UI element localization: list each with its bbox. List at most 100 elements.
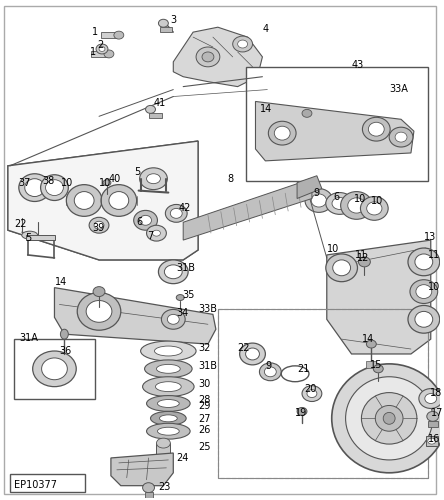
Ellipse shape	[146, 106, 155, 114]
Text: 1: 1	[92, 27, 98, 37]
Text: 6: 6	[334, 192, 340, 202]
Ellipse shape	[408, 248, 440, 276]
Ellipse shape	[341, 192, 373, 220]
Text: 42: 42	[178, 204, 190, 214]
Ellipse shape	[155, 382, 181, 392]
Text: 11: 11	[354, 250, 367, 260]
Bar	[218, 310, 428, 478]
Ellipse shape	[86, 300, 112, 322]
Ellipse shape	[408, 306, 440, 333]
Text: 4: 4	[262, 24, 269, 34]
Text: 24: 24	[176, 453, 189, 463]
Ellipse shape	[311, 194, 326, 207]
Ellipse shape	[361, 392, 417, 444]
Text: 6: 6	[137, 218, 143, 228]
Text: 25: 25	[198, 442, 210, 452]
Text: 38: 38	[43, 176, 55, 186]
Text: 12: 12	[357, 253, 369, 263]
Polygon shape	[111, 453, 173, 486]
Ellipse shape	[373, 365, 383, 373]
Text: 26: 26	[198, 425, 210, 435]
Text: 9: 9	[313, 188, 319, 198]
Text: 39: 39	[92, 223, 104, 233]
Ellipse shape	[167, 314, 179, 324]
Bar	[246, 67, 428, 180]
Text: 10: 10	[353, 194, 366, 203]
Text: 5: 5	[25, 233, 31, 243]
Ellipse shape	[362, 118, 390, 141]
Text: 35: 35	[182, 290, 194, 300]
Text: 36: 36	[59, 346, 71, 356]
Ellipse shape	[158, 428, 179, 435]
Ellipse shape	[147, 396, 190, 411]
Ellipse shape	[89, 218, 109, 233]
Text: 32: 32	[198, 343, 210, 353]
Ellipse shape	[419, 388, 443, 408]
Bar	[160, 27, 172, 32]
Text: 18: 18	[430, 388, 442, 398]
Ellipse shape	[114, 31, 124, 39]
Ellipse shape	[42, 358, 67, 380]
Ellipse shape	[395, 132, 407, 142]
Ellipse shape	[141, 341, 196, 361]
Polygon shape	[8, 141, 198, 260]
Polygon shape	[8, 141, 198, 260]
Text: 30: 30	[198, 378, 210, 388]
Ellipse shape	[147, 424, 190, 439]
Text: 22: 22	[14, 220, 26, 230]
Text: 27: 27	[198, 414, 210, 424]
Ellipse shape	[366, 340, 376, 348]
Ellipse shape	[94, 222, 104, 229]
Text: 43: 43	[352, 60, 364, 70]
Text: 2: 2	[97, 40, 103, 50]
Bar	[428, 422, 438, 428]
Text: 29: 29	[198, 402, 210, 411]
Text: 13: 13	[424, 232, 436, 242]
Ellipse shape	[326, 192, 353, 214]
Ellipse shape	[103, 180, 111, 186]
Text: 34: 34	[176, 308, 189, 318]
Ellipse shape	[416, 284, 432, 298]
Text: 7: 7	[147, 231, 154, 241]
Ellipse shape	[326, 254, 357, 281]
Ellipse shape	[176, 294, 184, 300]
Text: 21: 21	[297, 364, 309, 374]
Ellipse shape	[305, 188, 333, 212]
Bar	[426, 436, 438, 446]
Bar	[14, 339, 95, 398]
Text: EP10377: EP10377	[14, 480, 57, 490]
Ellipse shape	[96, 44, 108, 54]
Ellipse shape	[19, 174, 51, 202]
Polygon shape	[55, 288, 216, 344]
Ellipse shape	[268, 122, 296, 145]
Ellipse shape	[274, 126, 290, 140]
Ellipse shape	[367, 202, 382, 215]
Bar	[156, 443, 170, 465]
Ellipse shape	[143, 482, 155, 492]
Ellipse shape	[145, 360, 192, 378]
Ellipse shape	[389, 127, 413, 147]
Ellipse shape	[410, 280, 438, 303]
Ellipse shape	[99, 46, 105, 52]
Ellipse shape	[159, 415, 177, 422]
Ellipse shape	[101, 184, 137, 216]
Ellipse shape	[164, 265, 182, 278]
Ellipse shape	[307, 390, 317, 398]
Ellipse shape	[152, 230, 160, 236]
Ellipse shape	[358, 257, 370, 267]
Ellipse shape	[77, 292, 121, 330]
Ellipse shape	[22, 231, 38, 239]
Text: 10: 10	[428, 282, 440, 292]
Ellipse shape	[375, 406, 403, 431]
Text: 33A: 33A	[389, 84, 408, 94]
Text: 8: 8	[228, 174, 234, 184]
Polygon shape	[173, 27, 262, 86]
Ellipse shape	[104, 50, 114, 58]
Bar	[149, 114, 163, 118]
Ellipse shape	[165, 204, 187, 222]
Ellipse shape	[302, 110, 312, 118]
Text: 5: 5	[135, 167, 141, 177]
Text: 1: 1	[90, 47, 96, 57]
Ellipse shape	[428, 438, 436, 444]
Ellipse shape	[151, 412, 186, 426]
